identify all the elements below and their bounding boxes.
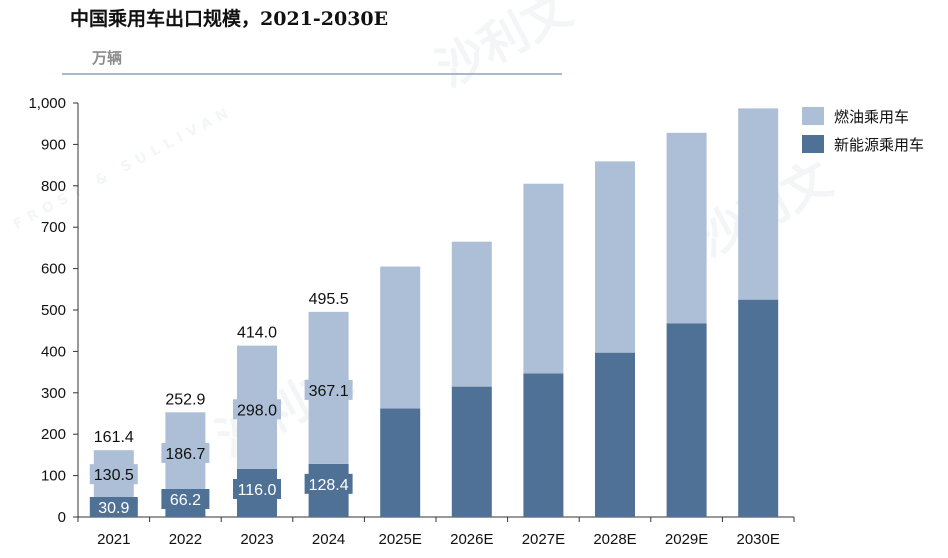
x-tick-label: 2030E bbox=[737, 531, 780, 548]
data-label-nev: 30.9 bbox=[98, 500, 129, 517]
data-label-total: 252.9 bbox=[165, 391, 205, 408]
y-tick-label: 200 bbox=[41, 426, 66, 443]
data-label-box-nev bbox=[233, 478, 281, 499]
x-tick-label: 2026E bbox=[450, 531, 493, 548]
x-tick-label: 2029E bbox=[665, 531, 708, 548]
axes: 0 100 200 300 400 500 600 700 800 900 1,000 2021 202… bbox=[28, 95, 795, 548]
bar-nev bbox=[666, 323, 707, 517]
bar-nev bbox=[738, 299, 779, 517]
legend-item-nev: 新能源乘用车 bbox=[802, 130, 924, 158]
data-labels: 30.9 130.5 161.4 66.2 186.7 252.9 116.0 298.0 41… bbox=[89, 291, 353, 517]
data-label-box-ice bbox=[161, 442, 210, 463]
data-label-nev: 66.2 bbox=[170, 492, 201, 509]
bar-nev bbox=[523, 373, 564, 517]
bar-ice bbox=[523, 183, 564, 374]
data-label-nev: 116.0 bbox=[238, 482, 277, 499]
y-tick-label: 600 bbox=[41, 261, 66, 278]
y-tick-label: 300 bbox=[41, 385, 66, 402]
x-tick-label: 2028E bbox=[593, 531, 636, 548]
data-label-box-nev bbox=[304, 473, 353, 494]
bar-nev bbox=[380, 408, 421, 517]
legend-item-ice: 燃油乘用车 bbox=[802, 102, 924, 130]
y-tick-label: 100 bbox=[41, 468, 66, 485]
bar-ice bbox=[380, 266, 421, 409]
x-tick-label: 2025E bbox=[379, 531, 422, 548]
legend-swatch-nev bbox=[802, 135, 824, 153]
y-tick-label: 800 bbox=[41, 178, 66, 195]
chart-title: 中国乘用车出口规模，2021-2030E bbox=[70, 8, 389, 30]
x-tick-label: 2022 bbox=[169, 531, 202, 548]
bar-ice bbox=[666, 132, 707, 324]
bar-ice bbox=[738, 108, 779, 300]
y-tick-label: 700 bbox=[41, 219, 66, 236]
y-tick-label: 1,000 bbox=[28, 95, 66, 112]
bar-ice bbox=[595, 161, 635, 353]
data-label-box-nev bbox=[89, 497, 138, 517]
data-label-box-ice bbox=[89, 464, 138, 485]
data-label-total: 414.0 bbox=[237, 325, 277, 342]
x-tick-label: 2027E bbox=[522, 531, 565, 548]
data-label-ice: 298.0 bbox=[237, 402, 277, 419]
data-label-box-ice bbox=[233, 399, 281, 420]
data-label-ice: 130.5 bbox=[94, 467, 134, 484]
legend-label-ice: 燃油乘用车 bbox=[834, 107, 910, 126]
data-label-nev: 128.4 bbox=[309, 477, 349, 494]
bar-nev bbox=[595, 352, 635, 517]
data-label-total: 161.4 bbox=[94, 429, 134, 446]
title-divider bbox=[62, 73, 562, 75]
unit-label: 万辆 bbox=[92, 49, 123, 67]
data-label-box-ice bbox=[304, 379, 353, 400]
x-tick-label: 2021 bbox=[97, 531, 130, 548]
x-tick-label: 2023 bbox=[240, 531, 273, 548]
legend-swatch-ice bbox=[802, 107, 824, 125]
y-tick-label: 400 bbox=[41, 343, 66, 360]
data-label-box-nev bbox=[161, 489, 210, 509]
legend-label-nev: 新能源乘用车 bbox=[834, 135, 925, 154]
data-label-ice: 367.1 bbox=[309, 383, 349, 400]
y-tick-label: 500 bbox=[41, 302, 66, 319]
data-label-total: 495.5 bbox=[309, 291, 349, 308]
data-label-ice: 186.7 bbox=[165, 446, 205, 463]
y-tick-label: 0 bbox=[58, 509, 66, 526]
legend: 燃油乘用车 新能源乘用车 bbox=[802, 102, 924, 158]
y-tick-label: 900 bbox=[41, 136, 66, 153]
x-tick-label: 2024 bbox=[312, 531, 345, 548]
bar-ice bbox=[451, 241, 492, 387]
bar-nev bbox=[451, 386, 492, 517]
